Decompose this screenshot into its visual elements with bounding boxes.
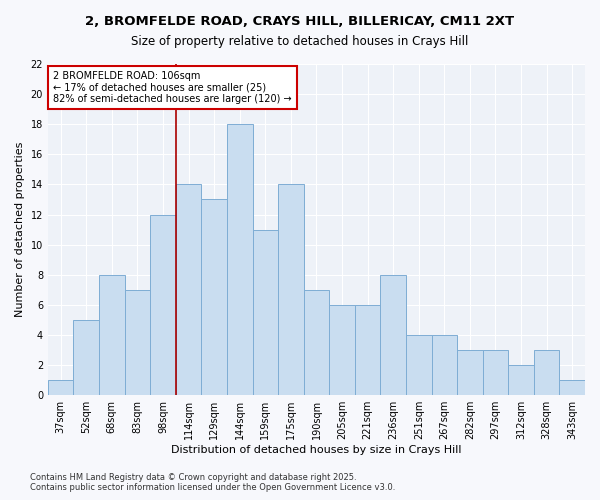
Bar [304,290,329,395]
Bar [482,350,508,395]
Bar [176,184,202,395]
Text: 2, BROMFELDE ROAD, CRAYS HILL, BILLERICAY, CM11 2XT: 2, BROMFELDE ROAD, CRAYS HILL, BILLERICA… [85,15,515,28]
Bar [227,124,253,395]
Y-axis label: Number of detached properties: Number of detached properties [15,142,25,318]
Bar [48,380,73,395]
Bar [406,335,431,395]
Bar [202,200,227,395]
Bar [329,305,355,395]
Text: Contains HM Land Registry data © Crown copyright and database right 2025.
Contai: Contains HM Land Registry data © Crown c… [30,473,395,492]
Bar [508,365,534,395]
Text: Size of property relative to detached houses in Crays Hill: Size of property relative to detached ho… [131,35,469,48]
Bar [380,275,406,395]
Bar [278,184,304,395]
Bar [457,350,482,395]
Bar [73,320,99,395]
Bar [150,214,176,395]
Text: 2 BROMFELDE ROAD: 106sqm
← 17% of detached houses are smaller (25)
82% of semi-d: 2 BROMFELDE ROAD: 106sqm ← 17% of detach… [53,70,292,104]
Bar [125,290,150,395]
Bar [253,230,278,395]
Bar [99,275,125,395]
Bar [431,335,457,395]
Bar [355,305,380,395]
Bar [559,380,585,395]
X-axis label: Distribution of detached houses by size in Crays Hill: Distribution of detached houses by size … [171,445,462,455]
Bar [534,350,559,395]
